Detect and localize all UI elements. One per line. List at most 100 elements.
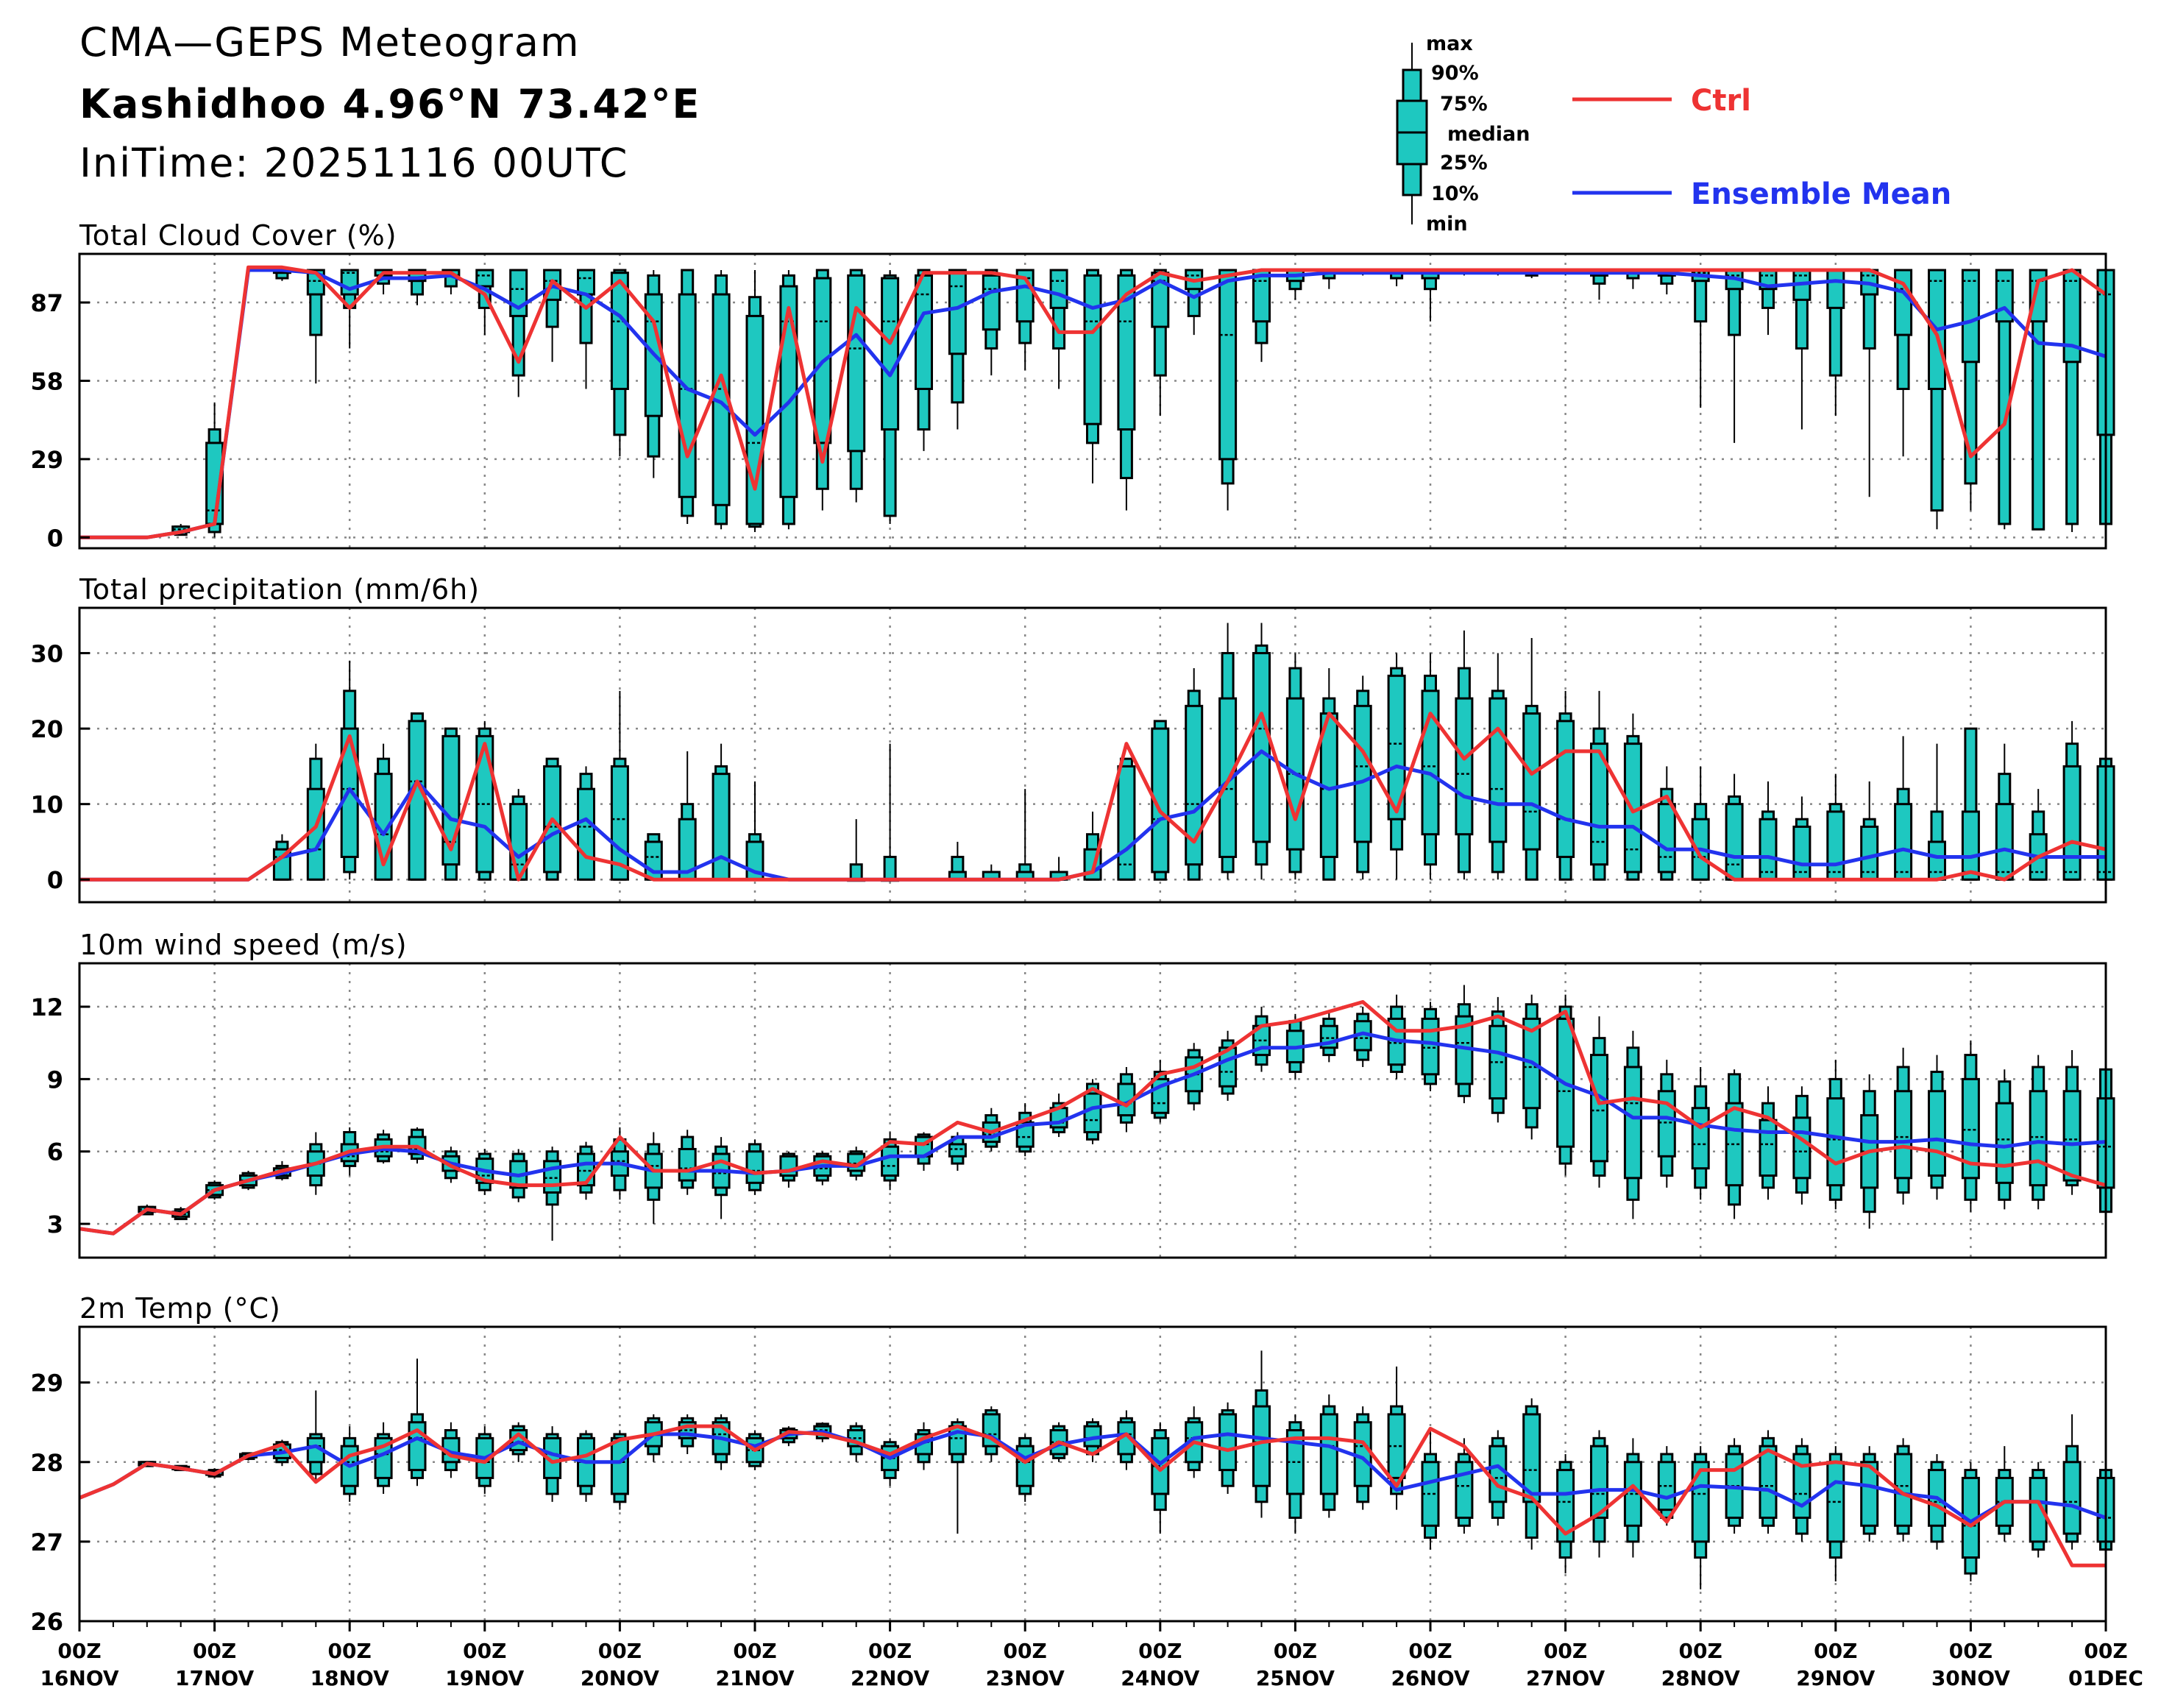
x-tick-hour-label: 00Z [868,1639,912,1663]
x-tick-day-label: 22NOV [851,1666,929,1690]
x-tick-hour-label: 00Z [1138,1639,1182,1663]
box-plot [1421,1002,1440,1091]
y-tick-label: 27 [30,1528,63,1556]
x-tick-day-label: 23NOV [986,1666,1065,1690]
box-outer [849,863,863,881]
box-plot [1151,1422,1170,1534]
box-plot [1894,269,1913,457]
box-plot [1252,1007,1271,1072]
box-inner [610,1436,629,1495]
box-plot [1218,623,1238,880]
box-inner [712,773,731,881]
box-plot [1894,1438,1913,1542]
box-inner [2029,1090,2048,1187]
y-tick-label: 26 [30,1608,63,1636]
box-inner [577,269,595,296]
box-plot [1015,1103,1035,1157]
box-plot [1285,1414,1305,1534]
box-inner [1826,810,1845,881]
y-tick-label: 6 [47,1138,63,1166]
box-inner [1826,1097,1845,1187]
box-plot [1455,630,1474,880]
box-plot [1725,269,1744,443]
x-tick-hour-label: 00Z [1679,1639,1722,1663]
x-tick-day-label: 29NOV [1796,1666,1875,1690]
box-inner [948,1143,967,1158]
ensemble-mean-line [79,1031,2107,1236]
box-inner [847,274,866,453]
box-inner [1894,803,1913,881]
box-plot [982,269,1001,376]
box-plot [1928,743,1946,881]
x-tick-day-label: 17NOV [175,1666,254,1690]
box-plot [745,1139,764,1195]
box-plot [1759,1430,1778,1534]
box-plot [306,1132,325,1195]
box-plot [847,269,866,503]
y-tick-label: 0 [47,866,63,894]
box-plot [2029,269,2048,531]
box-inner [1083,274,1102,425]
box-inner [1860,1461,1879,1527]
box-plot [1522,638,1541,881]
panel-title: 10m wind speed (m/s) [79,929,408,961]
box-plot [610,269,629,457]
box-plot [1691,1446,1710,1590]
box-plot [340,660,359,880]
y-tick-label: 28 [30,1449,63,1477]
box-plot [1725,1069,1744,1219]
ensemble-mean-line [79,1430,2107,1524]
box-inner [1387,674,1406,821]
x-tick-day-label: 20NOV [581,1666,659,1690]
box-inner [1252,652,1271,843]
x-tick-hour-label: 00Z [2084,1639,2127,1663]
box-plot [543,1426,562,1502]
y-tick-label: 0 [47,524,63,552]
box-inner [745,314,764,525]
box-inner [1185,704,1204,866]
box-inner [2029,269,2048,323]
box-plot [1151,269,1170,417]
x-tick-hour-label: 00Z [1814,1639,1857,1663]
box-plot [1218,1030,1238,1101]
station-location: Kashidhoo 4.96°N 73.42°E [79,81,701,127]
box-plot [1792,1438,1812,1542]
box-plot [1117,269,1136,511]
box-inner [2029,1476,2048,1543]
box-plot [306,1390,325,1482]
x-tick-hour-label: 00Z [1274,1639,1317,1663]
box-plot [1691,1066,1710,1200]
box-plot [1387,994,1406,1080]
panel-1: 0 10 20 30 Total precipitation (mm/6h) [30,573,2115,904]
legend-p25: 25% [1440,152,1488,174]
box-plot [2029,1461,2048,1558]
box-inner [915,274,933,390]
x-tick-hour-label: 00Z [1408,1639,1452,1663]
box-inner [1759,1119,1778,1177]
legend-p90: 90% [1431,62,1479,85]
x-tick-day-label: 26NOV [1391,1666,1469,1690]
box-plot [1860,269,1879,497]
box-plot [2029,789,2048,881]
legend-median: median [1447,123,1530,146]
box-inner [1488,1445,1508,1503]
box-inner [1151,727,1170,874]
x-tick-hour-label: 00Z [1544,1639,1587,1663]
box-plot [1961,269,1980,511]
box-plot [1319,1011,1338,1063]
x-tick-hour-label: 00Z [193,1639,236,1663]
x-tick-day-label: 21NOV [715,1666,794,1690]
box-plot [1590,1430,1608,1558]
legend-min: min [1426,213,1468,235]
box-plot [1928,1055,1946,1200]
box-plot [2029,1055,2048,1210]
box-plot [374,1422,393,1495]
y-tick-label: 29 [30,446,63,474]
box-inner [1995,1102,2014,1184]
box-inner [1421,1017,1440,1076]
box-plot [948,269,967,430]
box-plot [1319,668,1338,881]
box-plot [745,781,764,881]
box-plot [1961,1040,1980,1212]
